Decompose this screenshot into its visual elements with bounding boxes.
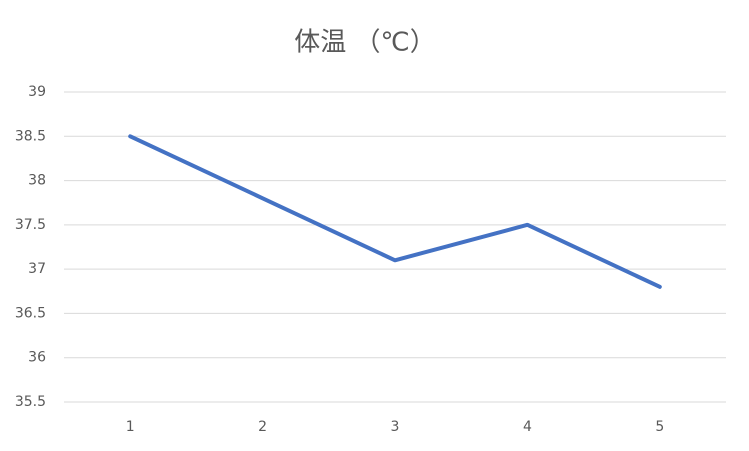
x-tick-label: 2 bbox=[258, 419, 267, 435]
x-tick-label: 1 bbox=[126, 419, 135, 435]
x-tick-label: 5 bbox=[655, 419, 664, 435]
data-line bbox=[128, 134, 662, 289]
x-tick-label: 3 bbox=[391, 419, 400, 435]
y-tick-label: 39 bbox=[28, 84, 46, 100]
y-tick-label: 36.5 bbox=[15, 305, 46, 321]
y-tick-label: 37 bbox=[28, 261, 46, 277]
y-tick-label: 36 bbox=[28, 350, 46, 366]
y-tick-label: 37.5 bbox=[15, 217, 46, 233]
chart-title: 体温 （℃） bbox=[294, 28, 435, 58]
y-tick-label: 35.5 bbox=[15, 394, 46, 410]
y-tick-label: 38 bbox=[28, 173, 46, 189]
y-tick-label: 38.5 bbox=[15, 128, 46, 144]
x-tick-label: 4 bbox=[523, 419, 532, 435]
